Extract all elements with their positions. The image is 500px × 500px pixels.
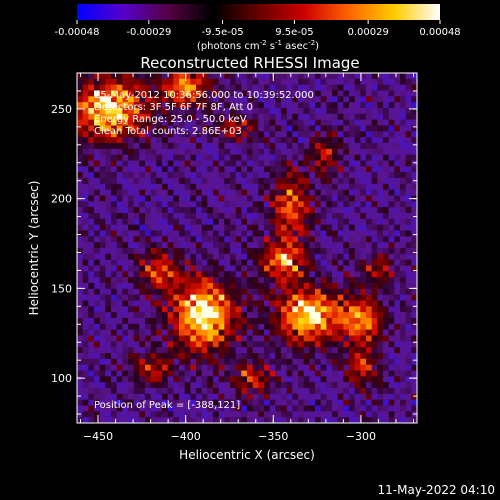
heatmap-image — [77, 73, 417, 423]
y-tick-label: 150 — [51, 282, 72, 295]
y-tick-label: 200 — [51, 193, 72, 206]
x-tick-label: −300 — [346, 430, 376, 443]
plot-frame — [76, 72, 418, 424]
axes: −450 −400 −350 −300 100 150 200 250 — [51, 72, 417, 443]
y-tick-label: 100 — [51, 372, 72, 385]
annotation-method-counts: Clean Total counts: 2.86E+03 — [94, 126, 242, 137]
colorbar-unit-label: (photons cm-2 s-1 asec-2) — [197, 39, 319, 52]
annotation-peak-position: Position of Peak = [-388,121] — [94, 400, 240, 411]
y-axis-label: Heliocentric Y (arcsec) — [27, 181, 41, 316]
colorbar-tick-label: 0.00048 — [419, 27, 460, 38]
colorbar-tick-label: -0.00029 — [126, 27, 171, 38]
annotation-energy-range: Energy Range: 25.0 - 50.0 keV — [94, 114, 247, 125]
colorbar-tick-label: 9.5e-05 — [275, 27, 313, 38]
x-tick-label: −400 — [171, 430, 201, 443]
colorbar-tick-label: -0.00048 — [55, 27, 100, 38]
x-axis-label: Heliocentric X (arcsec) — [179, 448, 315, 462]
annotation-detectors: Detectors: 3F 5F 6F 7F 8F, Att 0 — [94, 102, 253, 113]
x-tick-label: −350 — [258, 430, 288, 443]
colorbar — [77, 4, 440, 20]
annotation-time-range: 25-May-2012 10:36:56.000 to 10:39:52.000 — [94, 90, 314, 101]
chart-title: Reconstructed RHESSI Image — [140, 54, 359, 72]
colorbar-tick-label: 0.00029 — [347, 27, 388, 38]
y-tick-label: 250 — [51, 103, 72, 116]
colorbar-ticks: -0.00048 -0.00029 -9.5e-05 9.5e-05 0.00029 0.… — [55, 20, 461, 38]
x-tick-label: −450 — [83, 430, 113, 443]
footer-date: 11-May-2022 04:10 — [378, 483, 495, 497]
colorbar-tick-label: -9.5e-05 — [202, 27, 244, 38]
